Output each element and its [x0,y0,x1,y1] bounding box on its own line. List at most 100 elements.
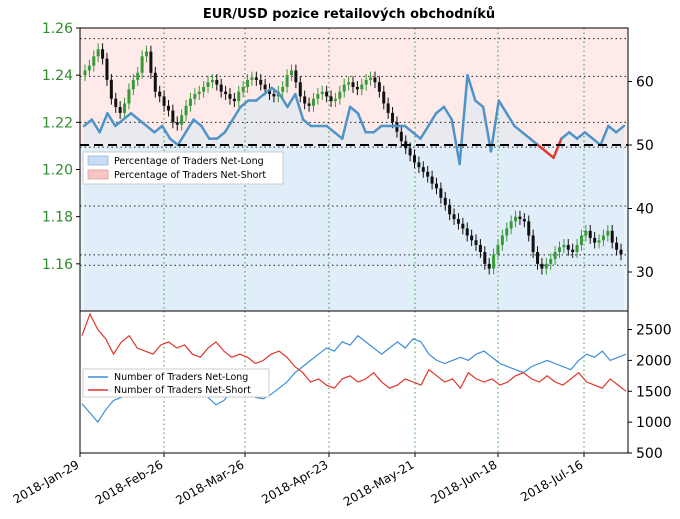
candle-body [549,259,553,264]
candle-body [202,86,206,92]
candle-body [153,72,157,92]
count-tick-label: 1500 [636,384,672,400]
date-tick-label: 2018-Jan-29 [11,457,82,506]
candle-body [478,244,482,253]
candle-body [606,230,610,236]
candle-body [465,228,469,236]
percent-tick-label: 40 [636,202,654,218]
candle-body [250,77,254,80]
legend-swatch-net-long [87,155,109,166]
positioning-segment [200,124,211,140]
candle-body [329,96,333,102]
positioning-segment [270,86,281,96]
positioning-segment [497,99,508,115]
positioning-segment [528,137,540,147]
candle-body [180,115,184,125]
candle-body [417,162,421,168]
candle-body [96,49,100,57]
positioning-segment [231,105,242,121]
candle-body [443,197,447,205]
date-tick-label: 2018-May-21 [341,457,416,509]
chart-title: EUR/USD pozice retailových obchodníků [203,7,495,22]
candle-body [268,89,272,95]
candle-body [285,75,289,87]
candle-body [610,230,614,243]
candle-body [448,204,452,215]
candle-body [87,65,91,71]
candle-body [584,230,588,236]
bottom-legend: Number of Traders Net-Long Number of Tra… [82,368,270,398]
price-tick-label: 1.26 [42,21,73,37]
positioning-segment [434,105,446,115]
candle-body [263,84,267,90]
percent-tick-label: 50 [636,138,654,154]
count-tick-label: 1000 [636,415,672,431]
candle-body [483,252,487,264]
candle-body [224,91,228,95]
candle-body [615,242,619,250]
candle-body [470,235,474,241]
candle-body [316,94,320,99]
candle-body [162,96,166,106]
positioning-lines [82,73,626,166]
candle-body [434,183,438,189]
date-tick-label: 2018-Jul-16 [518,457,585,504]
candle-body [158,91,162,97]
positioning-segment [215,131,227,140]
candle-body [131,79,135,90]
candle-body [421,167,425,172]
candle-body [571,249,575,253]
candle-body [127,89,131,104]
candle-body [377,82,381,92]
price-candles [83,43,623,275]
positioning-segment [599,124,610,147]
legend-label-count-long: Number of Traders Net-Long [114,372,248,383]
candle-body [123,103,127,113]
candle-body [408,148,412,156]
count-axis: 2500 2000 1500 1000 500 [628,323,672,462]
positioning-segment [450,118,461,166]
candle-body [241,86,245,92]
bottom-legend-box [82,368,270,398]
price-tick-label: 1.20 [42,163,73,179]
candle-body [544,263,548,269]
positioning-segment [552,137,563,159]
candle-body [320,91,324,95]
candle-body [527,221,531,236]
positioning-segment [145,124,156,134]
positioning-segment [466,73,477,102]
candle-body [382,91,386,104]
positioning-segment [481,105,493,153]
candle-body [540,263,544,269]
top-legend: Percentage of Traders Net-Long Percentag… [82,151,284,185]
candle-body [197,91,201,95]
positioning-segment [114,118,125,128]
positioning-segment [575,131,587,140]
candle-body [184,105,188,116]
positioning-segment [419,124,430,140]
candle-body [289,70,293,76]
positioning-segment [372,124,383,134]
price-tick-label: 1.24 [42,68,73,84]
candle-body [175,122,179,125]
positioning-segment [544,150,555,159]
candle-body [373,77,377,83]
positioning-segment [583,131,594,140]
candle-body [342,84,346,92]
candle-body [232,98,236,102]
positioning-segment [513,124,524,134]
positioning-segment [262,86,274,96]
candle-body [496,244,500,255]
candle-body [333,98,337,102]
price-axis: 1.26 1.24 1.22 1.20 1.18 1.16 [42,21,80,273]
candle-body [601,235,605,241]
candle-body [522,219,526,222]
candle-body [413,155,417,163]
candle-body [452,214,456,220]
positioning-segment [184,118,195,134]
candle-body [531,235,535,253]
candle-body [391,112,395,123]
candle-body [360,84,364,90]
candle-body [505,228,509,236]
